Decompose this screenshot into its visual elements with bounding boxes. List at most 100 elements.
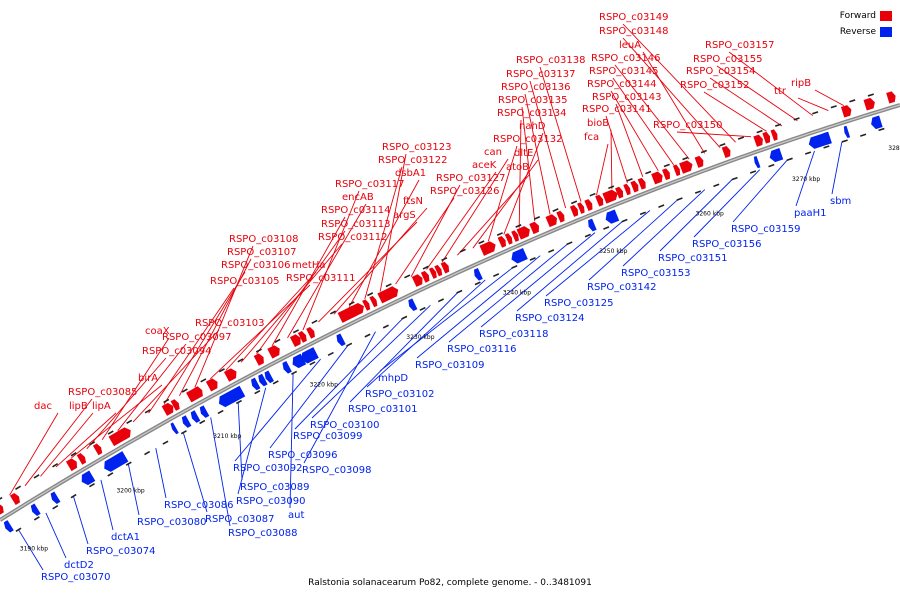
forward-gene-arrow[interactable]: [440, 261, 451, 274]
reverse-gene-arrow[interactable]: [335, 333, 346, 347]
forward-gene-arrow[interactable]: [577, 202, 586, 214]
forward-gene-arrow[interactable]: [762, 131, 771, 144]
forward-gene-arrow[interactable]: [420, 270, 431, 283]
label-leader-line: [614, 64, 690, 160]
forward-gene-arrow[interactable]: [193, 385, 205, 399]
forward-gene-arrow[interactable]: [223, 367, 239, 382]
reverse-gene-arrow[interactable]: [189, 410, 201, 424]
forward-gene-arrow[interactable]: [119, 427, 130, 441]
forward-gene-arrow[interactable]: [253, 352, 266, 366]
forward-gene-arrow[interactable]: [615, 186, 625, 199]
forward-gene-arrow[interactable]: [623, 183, 632, 196]
reverse-gene-arrow[interactable]: [263, 370, 274, 384]
reverse-gene-arrow[interactable]: [308, 347, 319, 361]
forward-gene-label: RSPO_c03146: [591, 53, 661, 64]
forward-gene-arrow[interactable]: [556, 210, 566, 223]
forward-gene-arrow[interactable]: [205, 377, 220, 392]
forward-gene-arrow[interactable]: [76, 452, 88, 465]
reverse-gene-arrow[interactable]: [249, 377, 261, 392]
forward-gene-arrow[interactable]: [840, 104, 853, 118]
forward-gene-arrow[interactable]: [569, 204, 580, 217]
forward-gene-arrow[interactable]: [428, 267, 438, 279]
forward-gene-arrow[interactable]: [662, 168, 672, 181]
minor-tick: [309, 361, 316, 366]
forward-gene-arrow[interactable]: [753, 134, 764, 147]
forward-gene-label: RSPO_c03157: [705, 40, 775, 51]
forward-gene-arrow[interactable]: [584, 198, 594, 211]
forward-gene-arrow[interactable]: [886, 91, 897, 104]
reverse-gene-arrow[interactable]: [290, 353, 307, 370]
forward-gene-arrow[interactable]: [306, 326, 317, 339]
label-leader-line: [237, 402, 243, 481]
label-leader-line: [182, 432, 208, 513]
forward-gene-arrow[interactable]: [289, 333, 303, 347]
forward-gene-arrow[interactable]: [0, 502, 6, 515]
reverse-gene-arrow[interactable]: [180, 415, 192, 429]
forward-gene-arrow[interactable]: [411, 273, 425, 287]
forward-gene-arrow[interactable]: [161, 401, 176, 416]
label-leader-line: [294, 317, 404, 430]
reverse-gene-arrow[interactable]: [869, 115, 883, 130]
reverse-gene-arrow[interactable]: [407, 298, 418, 312]
reverse-gene-arrow[interactable]: [299, 348, 316, 365]
forward-gene-arrow[interactable]: [630, 180, 640, 193]
reverse-gene-arrow[interactable]: [603, 209, 620, 225]
reverse-gene-arrow[interactable]: [586, 218, 597, 232]
reverse-gene-arrow[interactable]: [49, 491, 61, 504]
forward-gene-arrow[interactable]: [504, 233, 514, 245]
forward-gene-arrow[interactable]: [389, 286, 398, 298]
reverse-gene-arrow[interactable]: [2, 520, 14, 533]
forward-gene-arrow[interactable]: [651, 170, 664, 185]
label-leader-line: [539, 66, 582, 202]
reverse-gene-arrow[interactable]: [29, 503, 41, 516]
forward-gene-arrow[interactable]: [267, 344, 282, 359]
forward-gene-arrow[interactable]: [545, 213, 559, 228]
reverse-gene-arrow[interactable]: [822, 131, 832, 145]
forward-gene-arrow[interactable]: [479, 240, 498, 256]
forward-gene-arrow[interactable]: [348, 305, 359, 318]
forward-gene-arrow[interactable]: [694, 155, 706, 168]
reverse-gene-arrow[interactable]: [768, 148, 784, 163]
forward-gene-label: RSPO_c03135: [498, 95, 568, 106]
reverse-gene-arrow[interactable]: [281, 361, 292, 375]
forward-gene-arrow[interactable]: [672, 164, 682, 177]
minor-tick: [311, 319, 318, 324]
forward-gene-arrow[interactable]: [516, 225, 533, 240]
forward-gene-arrow[interactable]: [511, 230, 520, 242]
forward-gene-arrow[interactable]: [434, 264, 443, 277]
reverse-gene-arrow[interactable]: [216, 385, 246, 409]
forward-gene-arrow[interactable]: [170, 398, 182, 411]
label-leader-line: [612, 77, 675, 166]
forward-gene-arrow[interactable]: [602, 188, 619, 204]
forward-gene-arrow[interactable]: [595, 194, 605, 207]
backbone-line: [0, 103, 900, 522]
forward-gene-arrow[interactable]: [297, 330, 309, 343]
forward-gene-arrow[interactable]: [529, 221, 541, 235]
forward-gene-arrow[interactable]: [9, 492, 22, 505]
reverse-gene-label: RSPO_c03142: [587, 282, 657, 293]
forward-gene-arrow[interactable]: [362, 299, 372, 311]
reverse-gene-arrow[interactable]: [753, 155, 761, 169]
reverse-gene-arrow[interactable]: [257, 373, 268, 388]
minor-tick: [663, 163, 670, 168]
forward-gene-arrow[interactable]: [65, 457, 80, 472]
forward-gene-arrow[interactable]: [721, 145, 733, 158]
forward-gene-arrow[interactable]: [369, 295, 378, 308]
reverse-gene-arrow[interactable]: [101, 451, 129, 474]
reverse-gene-arrow[interactable]: [169, 422, 179, 435]
forward-gene-arrow[interactable]: [770, 129, 779, 141]
forward-gene-arrow[interactable]: [863, 97, 877, 111]
reverse-gene-arrow[interactable]: [79, 470, 96, 488]
minor-tick: [107, 472, 114, 477]
reverse-gene-arrow[interactable]: [509, 247, 528, 265]
label-leader-line: [24, 398, 93, 487]
forward-gene-arrow[interactable]: [679, 159, 694, 174]
forward-gene-arrow[interactable]: [92, 443, 104, 456]
reverse-gene-arrow[interactable]: [198, 405, 210, 419]
reverse-gene-arrow[interactable]: [843, 125, 851, 139]
forward-gene-arrow[interactable]: [637, 177, 648, 190]
forward-gene-label: ttr: [774, 86, 787, 97]
forward-gene-arrow[interactable]: [337, 301, 367, 323]
reverse-gene-arrow[interactable]: [472, 267, 483, 281]
forward-gene-arrow[interactable]: [497, 235, 508, 248]
